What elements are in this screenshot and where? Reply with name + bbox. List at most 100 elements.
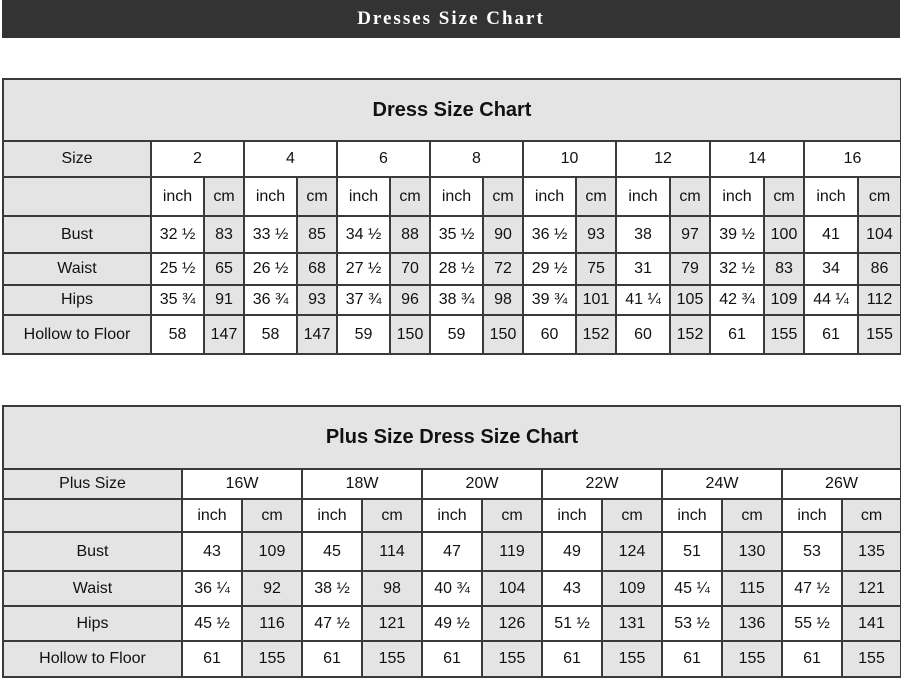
- inch-value: 45 ¼: [661, 570, 723, 607]
- cm-value: 152: [575, 314, 617, 355]
- inch-value: 29 ½: [522, 252, 577, 286]
- inch-value: 61: [301, 640, 363, 678]
- inch-value: 38 ¾: [429, 284, 484, 316]
- cm-value: 101: [575, 284, 617, 316]
- cm-value: 109: [601, 570, 663, 607]
- size-label: Plus Size: [2, 468, 183, 500]
- inch-value: 61: [803, 314, 859, 355]
- cm-value: 116: [241, 605, 303, 642]
- cm-value: 155: [840, 640, 901, 678]
- unit-inch: inch: [709, 176, 765, 217]
- size-header: 16: [803, 140, 901, 178]
- unit-cm: cm: [575, 176, 617, 217]
- inch-value: 47 ½: [301, 605, 363, 642]
- inch-value: 39 ¾: [522, 284, 577, 316]
- cm-value: 155: [763, 314, 805, 355]
- inch-value: 38: [615, 215, 671, 254]
- size-header-row: Plus Size 16W 18W 20W 22W 24W 26W: [2, 468, 901, 500]
- size-header: 8: [429, 140, 524, 178]
- cm-value: 109: [763, 284, 805, 316]
- cm-value: 93: [296, 284, 338, 316]
- cm-value: 121: [361, 605, 423, 642]
- row-label: Hips: [2, 284, 152, 316]
- unit-inch: inch: [781, 498, 843, 533]
- inch-value: 36 ½: [522, 215, 577, 254]
- row-label: Hollow to Floor: [2, 640, 183, 678]
- size-header: 20W: [421, 468, 543, 500]
- cm-value: 83: [763, 252, 805, 286]
- row-label: Waist: [2, 252, 152, 286]
- cm-value: 88: [389, 215, 431, 254]
- inch-value: 51: [661, 531, 723, 572]
- row-label: Bust: [2, 531, 183, 572]
- cm-value: 119: [481, 531, 543, 572]
- inch-value: 43: [541, 570, 603, 607]
- unit-cm: cm: [203, 176, 245, 217]
- inch-value: 53: [781, 531, 843, 572]
- inch-value: 59: [429, 314, 484, 355]
- inch-value: 32 ½: [150, 215, 205, 254]
- cm-value: 68: [296, 252, 338, 286]
- inch-value: 61: [181, 640, 243, 678]
- cm-value: 136: [721, 605, 783, 642]
- plus-size-table: Plus Size Dress Size Chart Plus Size 16W 18…: [1, 405, 901, 678]
- unit-cm: cm: [601, 498, 663, 533]
- inch-value: 35 ¾: [150, 284, 205, 316]
- table-row: Hips 45 ½ 116 47 ½ 121 49 ½ 126 51 ½ 131 53 ½ 136 5…: [2, 605, 901, 642]
- cm-value: 114: [361, 531, 423, 572]
- inch-value: 26 ½: [243, 252, 298, 286]
- cm-value: 98: [361, 570, 423, 607]
- cm-value: 93: [575, 215, 617, 254]
- size-header: 18W: [301, 468, 423, 500]
- inch-value: 27 ½: [336, 252, 391, 286]
- inch-value: 45: [301, 531, 363, 572]
- inch-value: 44 ¼: [803, 284, 859, 316]
- cm-value: 70: [389, 252, 431, 286]
- cm-value: 72: [482, 252, 524, 286]
- size-header: 24W: [661, 468, 783, 500]
- size-header-row: Size 2 4 6 8 10 12 14 16: [2, 140, 901, 178]
- dress-size-table: Dress Size Chart Size 2 4 6 8 10 12 14 16 inch cm in…: [2, 78, 901, 355]
- unit-cm: cm: [721, 498, 783, 533]
- empty-cell: [2, 176, 152, 217]
- inch-value: 41 ¼: [615, 284, 671, 316]
- cm-value: 155: [601, 640, 663, 678]
- cm-value: 131: [601, 605, 663, 642]
- row-label: Hollow to Floor: [2, 314, 152, 355]
- cm-value: 124: [601, 531, 663, 572]
- cm-value: 90: [482, 215, 524, 254]
- row-label: Bust: [2, 215, 152, 254]
- cm-value: 75: [575, 252, 617, 286]
- unit-inch: inch: [429, 176, 484, 217]
- inch-value: 34: [803, 252, 859, 286]
- size-header: 12: [615, 140, 711, 178]
- inch-value: 43: [181, 531, 243, 572]
- banner-title: Dresses Size Chart: [2, 0, 900, 38]
- unit-cm: cm: [669, 176, 711, 217]
- cm-value: 121: [840, 570, 901, 607]
- inch-value: 49: [541, 531, 603, 572]
- unit-cm: cm: [857, 176, 901, 217]
- cm-value: 155: [721, 640, 783, 678]
- cm-value: 97: [669, 215, 711, 254]
- inch-value: 31: [615, 252, 671, 286]
- size-header: 6: [336, 140, 431, 178]
- inch-value: 36 ¾: [243, 284, 298, 316]
- inch-value: 60: [615, 314, 671, 355]
- inch-value: 61: [661, 640, 723, 678]
- cm-value: 83: [203, 215, 245, 254]
- size-header: 2: [150, 140, 245, 178]
- cm-value: 85: [296, 215, 338, 254]
- table-row: Waist 25 ½ 65 26 ½ 68 27 ½ 70 28 ½ 72 29 ½ 75 31 79 3…: [2, 252, 901, 286]
- inch-value: 28 ½: [429, 252, 484, 286]
- cm-value: 115: [721, 570, 783, 607]
- unit-cm: cm: [361, 498, 423, 533]
- unit-cm: cm: [840, 498, 901, 533]
- inch-value: 47 ½: [781, 570, 843, 607]
- size-header: 14: [709, 140, 805, 178]
- unit-cm: cm: [389, 176, 431, 217]
- cm-value: 152: [669, 314, 711, 355]
- cm-value: 150: [389, 314, 431, 355]
- inch-value: 39 ½: [709, 215, 765, 254]
- unit-cm: cm: [241, 498, 303, 533]
